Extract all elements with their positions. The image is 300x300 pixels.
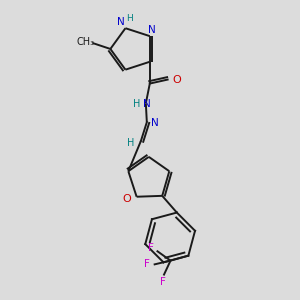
Text: F: F bbox=[148, 243, 154, 253]
Text: H: H bbox=[126, 14, 133, 23]
Text: N: N bbox=[148, 25, 156, 35]
Text: CH₃: CH₃ bbox=[76, 37, 95, 47]
Text: N: N bbox=[151, 118, 159, 128]
Text: H: H bbox=[127, 138, 135, 148]
Text: O: O bbox=[172, 75, 181, 85]
Text: N: N bbox=[117, 17, 124, 27]
Text: H: H bbox=[133, 99, 141, 110]
Text: O: O bbox=[122, 194, 131, 204]
Text: F: F bbox=[144, 259, 150, 269]
Text: N: N bbox=[143, 99, 151, 110]
Text: F: F bbox=[160, 278, 166, 287]
